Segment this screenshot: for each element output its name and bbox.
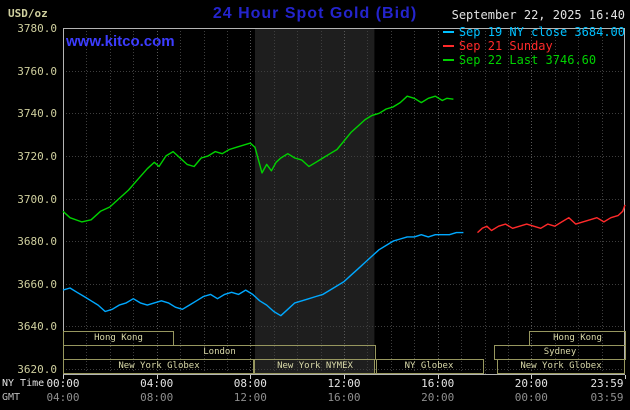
session-box-new-york-nymex: New York NYMEX xyxy=(253,359,377,374)
y-tick-label: 3780.0 xyxy=(17,22,57,35)
legend-item-sep22: Sep 22 Last 3746.60 xyxy=(442,53,625,67)
session-box-new-york-globex: New York Globex xyxy=(63,359,255,374)
y-tick-label: 3620.0 xyxy=(17,363,57,376)
x-tick-gmt: 16:00 xyxy=(327,391,361,404)
y-tick-label: 3640.0 xyxy=(17,320,57,333)
x-tick-gmt: 20:00 xyxy=(421,391,455,404)
legend-swatch-sep19 xyxy=(442,31,454,33)
y-tick-label: 3720.0 xyxy=(17,150,57,163)
plot-border xyxy=(63,28,625,375)
legend-label-sep19: Sep 19 NY close 3684.00 xyxy=(458,25,625,39)
x-tick-gmt: 08:00 xyxy=(140,391,174,404)
legend-label-sep21: Sep 21 Sunday xyxy=(458,39,553,53)
y-tick-label: 3760.0 xyxy=(17,65,57,78)
x-tick-gmt: 04:00 xyxy=(46,391,80,404)
kitco-watermark-link[interactable]: www.kitco.com xyxy=(66,33,175,50)
y-tick-label: 3700.0 xyxy=(17,193,57,206)
y-tick-label: 3660.0 xyxy=(17,278,57,291)
session-box-london: London xyxy=(63,345,376,360)
x-tick-ny: 23:59 xyxy=(590,377,624,390)
series-sep-22 xyxy=(62,95,454,223)
chart-title: 24 Hour Spot Gold (Bid) xyxy=(212,5,418,22)
session-box-ny-globex: NY Globex xyxy=(374,359,484,374)
legend-item-sep21: Sep 21 Sunday xyxy=(442,39,625,53)
unit-label: USD/oz xyxy=(8,7,48,20)
legend-swatch-sep22 xyxy=(442,59,454,61)
y-tick-label: 3680.0 xyxy=(17,235,57,248)
datetime-label: September 22, 2025 16:40 xyxy=(451,8,625,22)
session-box-hong-kong: Hong Kong xyxy=(63,331,174,346)
x-tick-ny: 00:00 xyxy=(46,377,80,390)
legend: Sep 19 NY close 3684.00 Sep 21 Sunday Se… xyxy=(442,25,625,67)
y-tick-label: 3740.0 xyxy=(17,107,57,120)
gmt-axis-label: GMT xyxy=(2,392,21,403)
x-tick-ny: 12:00 xyxy=(327,377,361,390)
x-tick-ny: 08:00 xyxy=(233,377,267,390)
x-tick-ny: 04:00 xyxy=(140,377,174,390)
x-tick-gmt: 03:59 xyxy=(590,391,624,404)
session-box-hong-kong: Hong Kong xyxy=(529,331,626,346)
legend-swatch-sep21 xyxy=(442,45,454,47)
series-sep-19-ny-close xyxy=(62,231,464,317)
x-tick-gmt: 12:00 xyxy=(233,391,267,404)
x-tick-gmt: 00:00 xyxy=(514,391,548,404)
series-sep-21-sunday xyxy=(477,204,626,234)
session-box-sydney: Sydney xyxy=(494,345,626,360)
legend-label-sep22: Sep 22 Last 3746.60 xyxy=(458,53,597,67)
legend-item-sep19: Sep 19 NY close 3684.00 xyxy=(442,25,625,39)
nymex-hours-band xyxy=(255,28,375,375)
session-box-new-york-globex: New York Globex xyxy=(497,359,625,374)
x-tick-ny: 20:00 xyxy=(514,377,548,390)
x-tick-ny: 16:00 xyxy=(421,377,455,390)
ny-time-axis-label: NY Time xyxy=(2,378,45,389)
